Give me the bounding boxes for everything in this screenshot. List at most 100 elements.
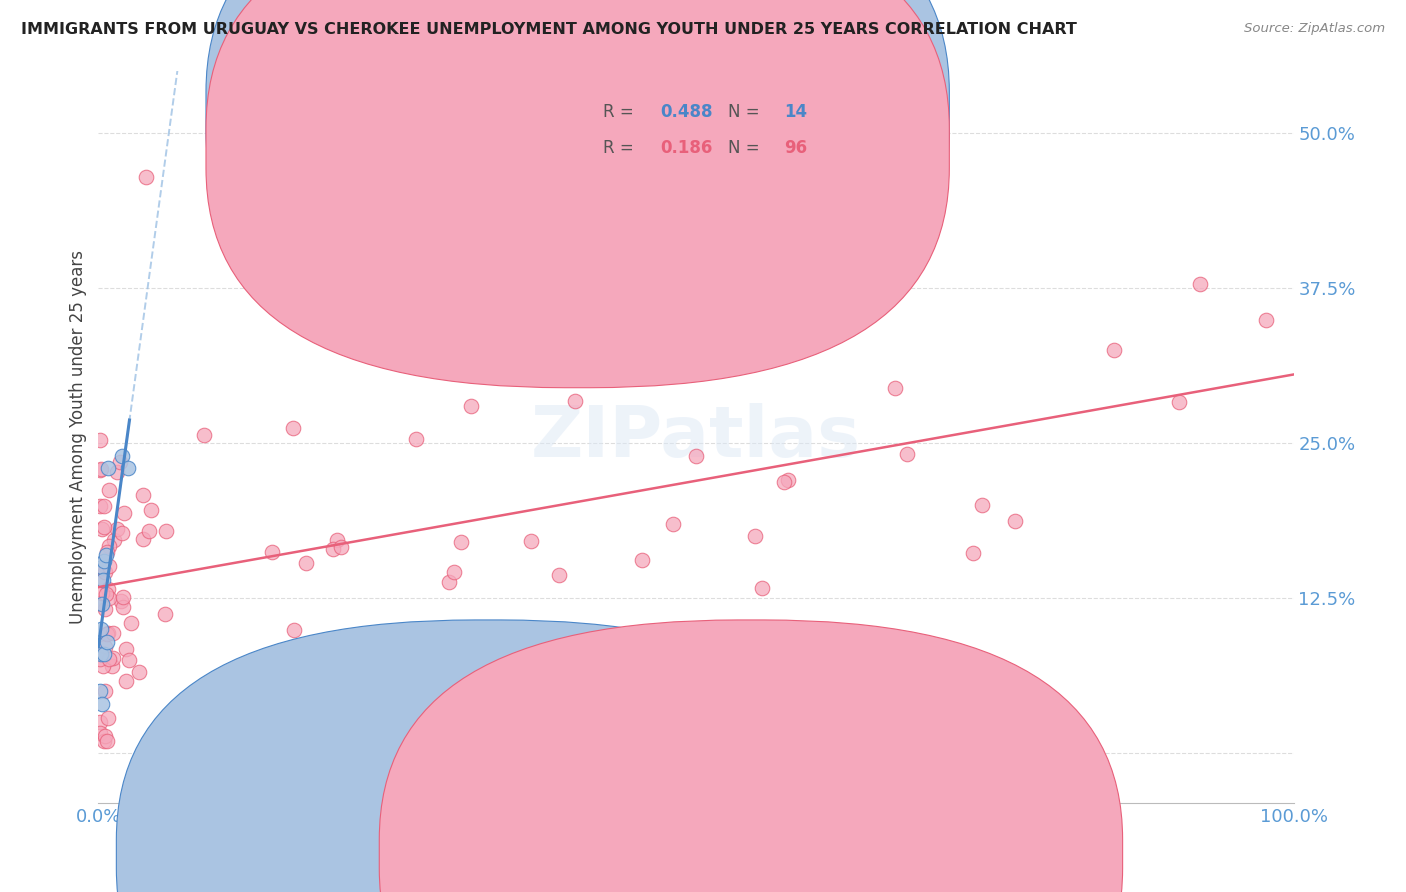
Point xyxy=(460,399,482,413)
Point xyxy=(744,529,766,543)
Point xyxy=(96,587,118,601)
Text: Cherokee: Cherokee xyxy=(772,845,849,863)
Point xyxy=(115,641,138,656)
Text: 14: 14 xyxy=(785,103,807,120)
Point xyxy=(93,684,115,698)
Point xyxy=(89,595,111,609)
Text: Source: ZipAtlas.com: Source: ZipAtlas.com xyxy=(1244,22,1385,36)
Point xyxy=(97,626,120,640)
Point xyxy=(117,461,139,475)
Point xyxy=(326,533,349,548)
Point xyxy=(93,554,115,568)
Point xyxy=(96,634,118,648)
Point xyxy=(90,647,112,661)
Point xyxy=(89,433,111,447)
Point xyxy=(110,594,132,608)
Point xyxy=(896,447,918,461)
Point xyxy=(193,427,215,442)
Point xyxy=(437,575,460,590)
Point xyxy=(114,673,136,688)
Point xyxy=(1004,514,1026,528)
Point xyxy=(97,483,120,498)
Point xyxy=(132,533,155,547)
Point xyxy=(89,651,111,665)
Point xyxy=(281,421,304,435)
Point xyxy=(1104,343,1126,358)
FancyBboxPatch shape xyxy=(529,75,875,200)
Point xyxy=(90,462,112,476)
Point xyxy=(564,394,586,409)
Point xyxy=(89,714,111,729)
Point xyxy=(450,534,472,549)
Point xyxy=(111,449,134,463)
Point xyxy=(94,729,117,743)
Point xyxy=(128,665,150,680)
Point xyxy=(155,524,177,538)
Point xyxy=(93,500,115,514)
Point xyxy=(91,697,114,711)
Point xyxy=(89,463,111,477)
Text: 0.488: 0.488 xyxy=(661,103,713,120)
Point xyxy=(443,565,465,579)
Point xyxy=(260,545,283,559)
Point xyxy=(103,533,125,548)
Point xyxy=(97,559,120,574)
Point xyxy=(90,522,112,536)
Point xyxy=(105,465,128,479)
Point xyxy=(329,540,352,554)
Text: R =: R = xyxy=(603,103,638,120)
Point xyxy=(97,582,120,596)
Point xyxy=(520,533,543,548)
Point xyxy=(751,581,773,595)
Point xyxy=(1254,313,1277,327)
Point xyxy=(489,675,512,690)
Point xyxy=(214,669,236,683)
Point xyxy=(112,590,135,604)
Point xyxy=(97,539,120,553)
Point xyxy=(828,268,851,283)
Point xyxy=(93,647,115,661)
Point xyxy=(101,651,124,665)
Point xyxy=(231,244,253,259)
Point xyxy=(94,640,117,655)
Text: 0.186: 0.186 xyxy=(661,139,713,157)
Point xyxy=(101,659,124,673)
Point xyxy=(89,725,111,739)
Point xyxy=(90,562,112,576)
Point xyxy=(91,573,114,587)
Point xyxy=(111,526,134,541)
Point xyxy=(405,432,427,446)
Point xyxy=(101,626,124,640)
Point xyxy=(93,734,115,748)
Point xyxy=(662,516,685,531)
Point xyxy=(94,565,117,579)
Point xyxy=(94,548,117,562)
Point xyxy=(655,624,678,638)
Point xyxy=(91,598,114,612)
FancyBboxPatch shape xyxy=(380,620,1122,892)
Point xyxy=(141,503,163,517)
Point xyxy=(89,500,111,514)
Point xyxy=(541,256,564,270)
Point xyxy=(962,545,984,559)
Point xyxy=(155,607,177,622)
Point xyxy=(322,541,344,556)
Point xyxy=(97,461,120,475)
Point xyxy=(112,600,135,615)
Point xyxy=(132,488,155,502)
Point xyxy=(112,506,135,520)
Text: R =: R = xyxy=(603,139,638,157)
Point xyxy=(776,474,799,488)
Point xyxy=(1167,394,1189,409)
Point xyxy=(1188,277,1211,291)
Point xyxy=(138,524,160,538)
Point xyxy=(98,591,121,605)
Point xyxy=(630,553,652,567)
Point xyxy=(110,455,132,469)
Text: N =: N = xyxy=(728,103,765,120)
Point xyxy=(96,545,118,559)
FancyBboxPatch shape xyxy=(117,620,859,892)
Point xyxy=(89,684,111,698)
Text: Immigrants from Uruguay: Immigrants from Uruguay xyxy=(509,845,724,863)
Point xyxy=(120,615,142,630)
